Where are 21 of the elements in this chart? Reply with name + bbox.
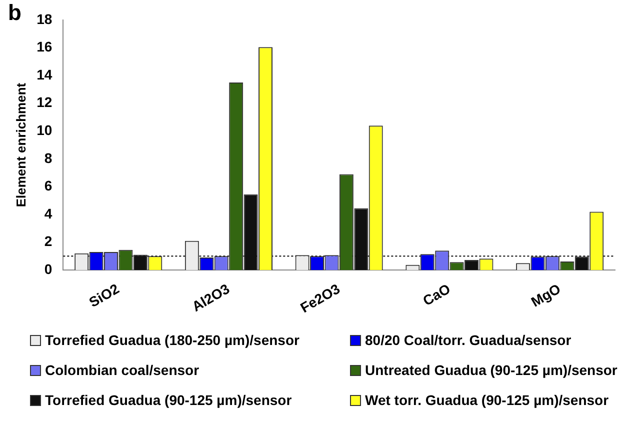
y-tick-label: 6	[44, 178, 52, 194]
x-tick-label: CaO	[420, 280, 453, 309]
y-tick-label: 18	[36, 10, 52, 27]
legend-label: Colombian coal/sensor	[45, 362, 200, 378]
legend-label: Untreated Guadua (90-125 µm)/sensor	[365, 362, 618, 378]
y-tick-label: 14	[36, 66, 52, 82]
x-tick-label: SiO2	[86, 280, 122, 310]
x-tick-label: MgO	[528, 280, 564, 310]
y-tick-label: 0	[44, 260, 52, 277]
y-axis-title: Element enrichment	[13, 82, 28, 208]
legend-label: Wet torr. Guadua (90-125 µm)/sensor	[365, 392, 609, 408]
y-tick-label: 4	[44, 205, 52, 222]
legend-label: Torrefied Guadua (180-250 µm)/sensor	[45, 332, 300, 348]
chart-title: b	[8, 0, 22, 26]
y-tick-label: 2	[44, 233, 52, 250]
y-tick-label: 8	[44, 150, 52, 166]
y-tick-label: 16	[36, 38, 52, 55]
legend-label: Torrefied Guadua (90-125 µm)/sensor	[45, 392, 292, 408]
legend-label: 80/20 Coal/torr. Guadua/sensor	[365, 332, 572, 348]
y-tick-label: 12	[36, 94, 52, 110]
y-tick-label: 10	[36, 122, 52, 138]
